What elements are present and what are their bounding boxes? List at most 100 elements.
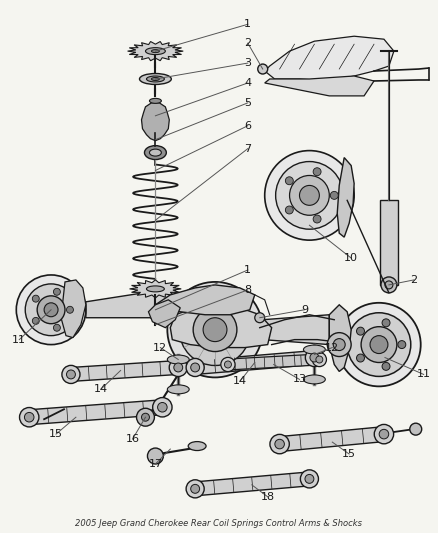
Text: 14: 14: [94, 384, 108, 394]
Circle shape: [255, 313, 265, 322]
Circle shape: [158, 402, 167, 412]
Circle shape: [44, 303, 58, 317]
Circle shape: [382, 319, 390, 327]
Circle shape: [275, 439, 284, 449]
Text: 14: 14: [233, 376, 247, 386]
Ellipse shape: [167, 355, 189, 364]
Circle shape: [316, 356, 323, 363]
Ellipse shape: [140, 74, 171, 84]
Circle shape: [25, 413, 34, 422]
Text: 5: 5: [244, 98, 251, 108]
Circle shape: [32, 317, 39, 325]
Circle shape: [179, 294, 251, 366]
Circle shape: [67, 370, 75, 379]
Circle shape: [62, 366, 80, 383]
Circle shape: [347, 313, 411, 376]
Polygon shape: [130, 280, 181, 298]
Circle shape: [310, 353, 319, 362]
Text: 15: 15: [49, 429, 63, 439]
Polygon shape: [170, 305, 272, 348]
Polygon shape: [155, 285, 255, 315]
Circle shape: [357, 354, 364, 362]
Polygon shape: [265, 76, 374, 96]
Circle shape: [337, 303, 421, 386]
Circle shape: [167, 282, 263, 377]
Polygon shape: [141, 103, 170, 141]
Ellipse shape: [167, 385, 189, 394]
Circle shape: [370, 336, 388, 353]
Ellipse shape: [145, 146, 166, 159]
Ellipse shape: [145, 47, 165, 54]
Circle shape: [330, 191, 338, 199]
Text: 3: 3: [244, 58, 251, 68]
Polygon shape: [28, 400, 163, 425]
Polygon shape: [148, 300, 180, 328]
Ellipse shape: [146, 76, 164, 82]
Text: 8: 8: [244, 285, 251, 295]
Circle shape: [382, 362, 390, 370]
Circle shape: [53, 324, 60, 331]
Circle shape: [32, 295, 39, 302]
Ellipse shape: [152, 50, 159, 53]
Polygon shape: [71, 360, 179, 382]
Polygon shape: [61, 280, 86, 337]
Text: 15: 15: [342, 449, 356, 459]
Circle shape: [300, 470, 318, 488]
Circle shape: [53, 288, 60, 295]
Circle shape: [313, 168, 321, 176]
Circle shape: [174, 363, 183, 372]
Ellipse shape: [152, 77, 159, 80]
Circle shape: [37, 296, 65, 324]
Circle shape: [186, 480, 204, 498]
Circle shape: [191, 363, 200, 372]
Circle shape: [258, 64, 268, 74]
Text: 2005 Jeep Grand Cherokee Rear Coil Springs Control Arms & Shocks: 2005 Jeep Grand Cherokee Rear Coil Sprin…: [75, 519, 363, 528]
Circle shape: [25, 284, 77, 336]
Text: 16: 16: [126, 434, 140, 444]
Polygon shape: [337, 158, 354, 237]
Circle shape: [186, 358, 204, 376]
Circle shape: [305, 474, 314, 483]
Circle shape: [285, 206, 293, 214]
Circle shape: [153, 398, 172, 417]
Circle shape: [305, 349, 323, 367]
Polygon shape: [279, 427, 385, 451]
Circle shape: [357, 327, 364, 335]
Text: 1: 1: [244, 19, 251, 29]
Text: 11: 11: [417, 369, 431, 379]
Ellipse shape: [304, 345, 325, 354]
Text: 11: 11: [12, 335, 26, 345]
Text: 10: 10: [344, 253, 358, 263]
Polygon shape: [127, 42, 183, 61]
Text: 4: 4: [244, 78, 251, 88]
Circle shape: [203, 318, 227, 342]
Polygon shape: [194, 472, 310, 496]
Circle shape: [398, 341, 406, 349]
Text: 2: 2: [410, 275, 417, 285]
Circle shape: [374, 424, 394, 444]
Text: 9: 9: [301, 305, 308, 315]
Circle shape: [285, 177, 293, 185]
Circle shape: [270, 434, 290, 454]
Text: 6: 6: [244, 121, 251, 131]
Polygon shape: [265, 36, 394, 81]
Circle shape: [221, 357, 235, 372]
Text: 12: 12: [153, 343, 167, 352]
Circle shape: [67, 306, 74, 313]
Circle shape: [410, 423, 422, 435]
Circle shape: [327, 333, 351, 357]
Circle shape: [333, 338, 345, 351]
Circle shape: [385, 281, 393, 289]
Circle shape: [148, 448, 163, 464]
Circle shape: [193, 308, 237, 352]
Text: 12: 12: [325, 343, 339, 352]
Polygon shape: [228, 354, 320, 370]
Circle shape: [265, 151, 354, 240]
Text: 13: 13: [293, 374, 307, 384]
Circle shape: [141, 413, 149, 421]
Circle shape: [379, 430, 389, 439]
Text: 2: 2: [244, 38, 251, 48]
Circle shape: [313, 215, 321, 223]
Text: 18: 18: [261, 492, 275, 502]
Circle shape: [381, 277, 397, 293]
